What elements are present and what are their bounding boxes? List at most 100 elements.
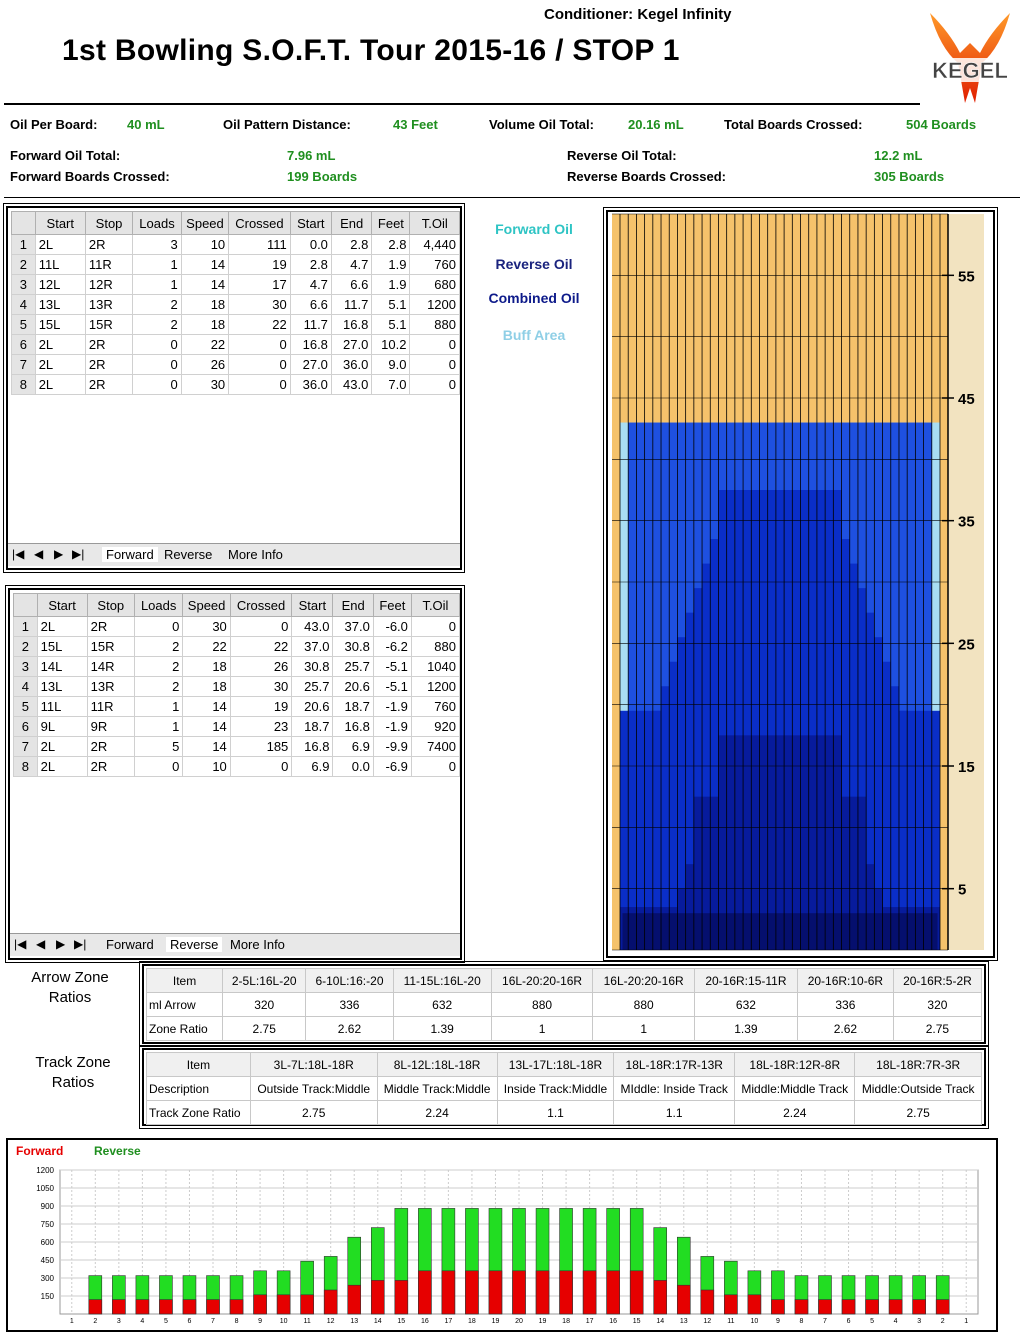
table-cell[interactable]: 14L xyxy=(36,656,88,677)
table-cell[interactable]: 14 xyxy=(180,274,230,295)
nav-prev-button[interactable]: ◀ xyxy=(36,937,46,951)
table-cell[interactable]: 30 xyxy=(182,616,231,637)
table-cell[interactable]: 30.8 xyxy=(332,636,374,657)
table-cell[interactable]: 2 xyxy=(133,656,184,677)
table-cell[interactable]: 10.2 xyxy=(371,334,411,355)
table-row[interactable]: 3 12L 12R 1 14 17 4.7 6.6 1.9 680 xyxy=(11,274,460,295)
table-cell[interactable]: 0 xyxy=(132,334,182,355)
table-cell[interactable]: 17 xyxy=(228,274,291,295)
column-header[interactable]: Stop xyxy=(86,593,135,617)
table-cell[interactable]: 25.7 xyxy=(291,676,334,697)
table-cell[interactable]: 15R xyxy=(84,314,134,335)
table-cell[interactable]: 2R xyxy=(86,616,135,637)
column-header[interactable]: End xyxy=(332,593,374,617)
nav-prev-button[interactable]: ◀ xyxy=(34,547,44,561)
table-row[interactable]: 6 9L 9R 1 14 23 18.7 16.8 -1.9 920 xyxy=(13,716,461,737)
table-cell[interactable]: 760 xyxy=(409,254,460,275)
table-cell[interactable]: -5.1 xyxy=(372,676,412,697)
table-cell[interactable]: 4.7 xyxy=(289,274,332,295)
table-cell[interactable]: 37.0 xyxy=(291,636,334,657)
table-cell[interactable]: 5 xyxy=(133,736,184,757)
table-cell[interactable]: -1.9 xyxy=(372,696,412,717)
table-cell[interactable]: 1.9 xyxy=(371,274,411,295)
table-cell[interactable]: 6.9 xyxy=(332,736,374,757)
table-cell[interactable]: 22 xyxy=(180,334,230,355)
table-cell[interactable]: 15R xyxy=(86,636,135,657)
table-cell[interactable]: 23 xyxy=(229,716,293,737)
nav-next-button[interactable]: ▶ xyxy=(54,547,64,561)
tab-more-info[interactable]: More Info xyxy=(228,547,283,562)
column-header[interactable]: Loads xyxy=(132,211,182,235)
table-row[interactable]: 7 2L 2R 5 14 185 16.8 6.9 -9.9 7400 xyxy=(13,736,461,757)
table-row[interactable]: 1 2L 2R 0 30 0 43.0 37.0 -6.0 0 xyxy=(13,616,461,637)
table-cell[interactable]: 0.0 xyxy=(332,756,374,777)
table-cell[interactable]: -6.0 xyxy=(372,616,412,637)
table-row[interactable]: 8 2L 2R 0 30 0 36.0 43.0 7.0 0 xyxy=(11,374,460,395)
column-header[interactable]: T.Oil xyxy=(409,211,460,235)
table-cell[interactable]: 0 xyxy=(133,616,184,637)
table-cell[interactable]: 13L xyxy=(34,294,86,315)
table-row[interactable]: 2 15L 15R 2 22 22 37.0 30.8 -6.2 880 xyxy=(13,636,461,657)
table-cell[interactable]: 11L xyxy=(36,696,88,717)
table-cell[interactable]: 36.0 xyxy=(289,374,332,395)
table-row[interactable]: 8 2L 2R 0 10 0 6.9 0.0 -6.9 0 xyxy=(13,756,461,777)
table-cell[interactable]: 43.0 xyxy=(291,616,334,637)
table-cell[interactable]: 13R xyxy=(84,294,134,315)
table-cell[interactable]: 0 xyxy=(228,354,291,375)
table-cell[interactable]: 880 xyxy=(410,636,461,657)
tab-reverse[interactable]: Reverse xyxy=(166,937,223,952)
column-header[interactable]: Start xyxy=(34,211,86,235)
column-header[interactable]: Speed xyxy=(182,593,231,617)
table-cell[interactable]: 14 xyxy=(182,696,231,717)
table-cell[interactable]: 2R xyxy=(86,736,135,757)
table-cell[interactable]: 10 xyxy=(180,234,230,255)
table-cell[interactable]: 16.8 xyxy=(291,736,334,757)
table-cell[interactable]: 16.8 xyxy=(332,716,374,737)
table-cell[interactable]: 0 xyxy=(410,756,461,777)
column-header[interactable]: Start xyxy=(291,593,334,617)
table-cell[interactable]: 11R xyxy=(86,696,135,717)
table-cell[interactable]: 2L xyxy=(36,756,88,777)
table-row[interactable]: 3 14L 14R 2 18 26 30.8 25.7 -5.1 1040 xyxy=(13,656,461,677)
table-cell[interactable]: 36.0 xyxy=(330,354,373,375)
table-cell[interactable]: 11.7 xyxy=(289,314,332,335)
table-cell[interactable]: 13R xyxy=(86,676,135,697)
nav-next-button[interactable]: ▶ xyxy=(56,937,66,951)
table-cell[interactable]: 2R xyxy=(84,334,134,355)
table-row[interactable]: 5 15L 15R 2 18 22 11.7 16.8 5.1 880 xyxy=(11,314,460,335)
table-cell[interactable]: 111 xyxy=(228,234,291,255)
table-cell[interactable]: 22 xyxy=(229,636,293,657)
table-cell[interactable]: 185 xyxy=(229,736,293,757)
table-cell[interactable]: 11R xyxy=(84,254,134,275)
table-cell[interactable]: 1 xyxy=(132,254,182,275)
table-cell[interactable]: 3 xyxy=(132,234,182,255)
table-cell[interactable]: 2 xyxy=(133,676,184,697)
table-cell[interactable]: 26 xyxy=(180,354,230,375)
table-cell[interactable]: 7.0 xyxy=(371,374,411,395)
table-cell[interactable]: 14R xyxy=(86,656,135,677)
table-cell[interactable]: 2 xyxy=(133,636,184,657)
table-cell[interactable]: 2R xyxy=(84,234,134,255)
table-cell[interactable]: 4,440 xyxy=(409,234,460,255)
table-cell[interactable]: 27.0 xyxy=(330,334,373,355)
table-cell[interactable]: 2L xyxy=(36,736,88,757)
table-cell[interactable]: 18 xyxy=(180,314,230,335)
table-cell[interactable]: 4.7 xyxy=(330,254,373,275)
table-cell[interactable]: 43.0 xyxy=(330,374,373,395)
column-header[interactable]: Speed xyxy=(180,211,230,235)
table-cell[interactable]: 0.0 xyxy=(289,234,332,255)
table-cell[interactable]: 2R xyxy=(84,374,134,395)
table-cell[interactable]: 0 xyxy=(229,616,293,637)
table-cell[interactable]: 20.6 xyxy=(332,676,374,697)
column-header[interactable]: Feet xyxy=(371,211,411,235)
table-cell[interactable]: 2R xyxy=(84,354,134,375)
table-cell[interactable]: 2.8 xyxy=(330,234,373,255)
table-cell[interactable]: 15L xyxy=(36,636,88,657)
table-cell[interactable]: 2L xyxy=(34,234,86,255)
table-row[interactable]: 2 11L 11R 1 14 19 2.8 4.7 1.9 760 xyxy=(11,254,460,275)
column-header[interactable]: Crossed xyxy=(229,593,293,617)
table-cell[interactable]: 2L xyxy=(34,334,86,355)
table-cell[interactable]: 16.8 xyxy=(289,334,332,355)
table-cell[interactable]: 14 xyxy=(182,736,231,757)
table-cell[interactable]: 37.0 xyxy=(332,616,374,637)
